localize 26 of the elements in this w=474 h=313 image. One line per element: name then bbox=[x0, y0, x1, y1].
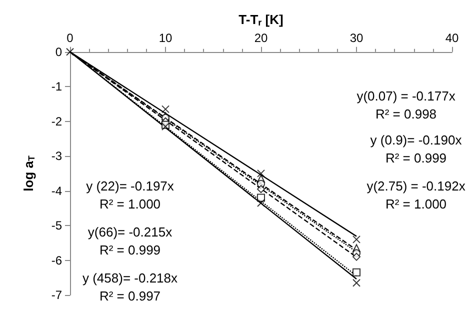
annotation: y(2.75) = -0.192x bbox=[366, 178, 466, 194]
y-tick-label: -3 bbox=[51, 149, 62, 164]
y-tick-label: -7 bbox=[51, 288, 62, 302]
annotation: R² = 0.999 bbox=[99, 242, 161, 258]
y-tick-label: -6 bbox=[51, 253, 62, 268]
x-tick-label: 10 bbox=[158, 30, 172, 45]
y-tick-label: -4 bbox=[51, 184, 62, 198]
annotation: y(66)= -0.215x bbox=[88, 224, 173, 240]
x-tick-label: 0 bbox=[66, 30, 74, 45]
annotation: R² = 0.998 bbox=[375, 106, 437, 122]
x-tick-label: 20 bbox=[254, 30, 268, 45]
annotation: y (0.9)= -0.190x bbox=[370, 132, 462, 148]
y-axis-title: log aT bbox=[21, 155, 36, 192]
x-tick-label: 30 bbox=[350, 30, 364, 45]
annotation: y(0.07) = -0.177x bbox=[356, 88, 456, 104]
y-tick-label: 0 bbox=[55, 44, 62, 59]
y-tick-label: -2 bbox=[51, 114, 62, 128]
annotation: R² = 1.000 bbox=[385, 196, 447, 212]
y-tick-label: -5 bbox=[51, 218, 62, 233]
y-tick-label: -1 bbox=[51, 80, 62, 94]
annotation: R² = 0.999 bbox=[385, 150, 447, 166]
annotation: y (458)= -0.218x bbox=[82, 270, 178, 286]
annotation: R² = 1.000 bbox=[99, 196, 161, 212]
x-tick-label: 40 bbox=[445, 30, 459, 45]
annotation: y (22)= -0.197x bbox=[86, 178, 174, 194]
annotation: R² = 0.997 bbox=[99, 288, 161, 304]
